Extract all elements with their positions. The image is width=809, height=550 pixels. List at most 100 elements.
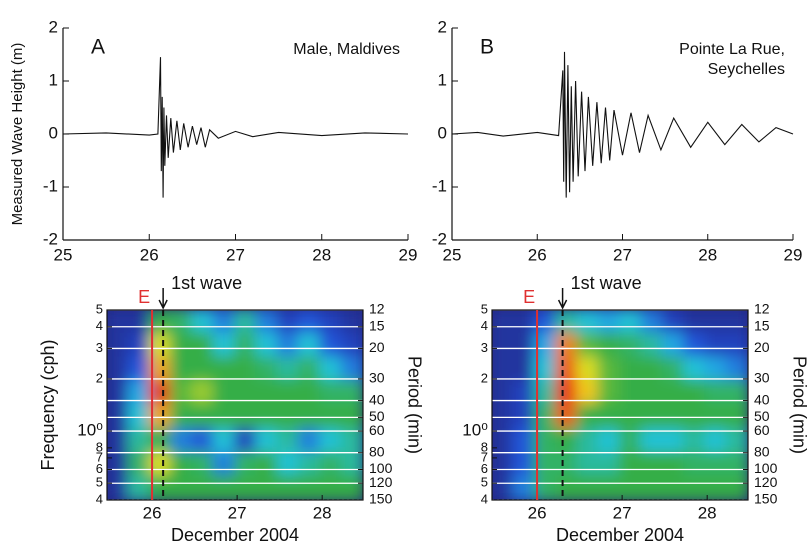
heatmap-cell [234,380,258,406]
heatmap-cell [212,332,236,359]
y2-tick-label: 15 [369,317,385,333]
y-tick-label: -2 [43,229,58,248]
heatmap-cell [597,356,621,383]
x-tick-label: 29 [399,245,418,264]
heatmap-cell [640,380,664,406]
y-tick-label: 5 [481,475,488,490]
heatmap-cell [533,310,557,335]
x-tick-label: 27 [613,245,632,264]
heatmap-cell [276,475,300,500]
y-tick-label: 4 [96,318,103,333]
heatmap-cell [512,332,536,359]
y2-tick-label: 150 [369,491,393,507]
heatmap-cell [704,427,728,454]
heatmap-cell [170,332,194,359]
heatmap-cell [555,427,579,454]
y-tick-label: 10⁰ [77,421,103,440]
heatmap-cell [640,451,664,478]
heatmap-cell [492,310,515,335]
heatmap-cell [191,427,215,454]
heatmap-cell [298,427,322,454]
x-tick-label: 26 [143,503,162,522]
heatmap-cell [512,380,536,406]
heatmap-cell [170,475,194,500]
heatmap-cell [212,451,236,478]
heatmap-cell [127,427,151,454]
heatmap-cell [492,427,515,454]
heatmap-cell [725,356,748,383]
heatmap-cell [127,310,151,335]
y-tick-label: 4 [481,491,488,506]
y2-axis-label: Period (min) [404,356,424,454]
heatmap-cell [212,475,236,500]
panel-title: Pointe La Rue, [679,41,785,58]
x-tick-label: 25 [443,245,462,264]
heatmap-cell [576,475,600,500]
heatmap-cell [533,332,557,359]
heatmap-cell [683,451,707,478]
heatmap-cell [191,310,215,335]
heatmap-cell [683,427,707,454]
heatmap-cell [148,475,172,500]
heatmap-cell [319,427,343,454]
heatmap-cell [319,310,343,335]
y-tick-label: 0 [49,123,58,142]
heatmap-cell [704,451,728,478]
heatmap-cell [127,332,151,359]
heatmap-cell [148,380,172,406]
heatmap-cell [492,475,515,500]
heatmap-cell [619,380,643,406]
heatmap-cell [512,451,536,478]
x-tick-label: 26 [528,503,547,522]
heatmap-cell [533,356,557,383]
heatmap-cell [683,356,707,383]
heatmap-cell [704,310,728,335]
heatmap-cell [276,332,300,359]
heatmap-cell [148,310,172,335]
y2-tick-label: 50 [754,408,770,424]
arrival-arrow [158,288,168,310]
heatmap-cell [319,380,343,406]
y-tick-label: 5 [481,301,488,316]
x-tick-label: 25 [54,245,73,264]
heatmap-cell [340,380,363,406]
x-tick-label: 28 [313,503,332,522]
y-tick-label: 3 [96,340,103,355]
heatmap-cell [683,380,707,406]
heatmap-cell [619,310,643,335]
y-tick-label: 8 [481,439,488,454]
y2-axis-label: Period (min) [789,356,809,454]
heatmap-cell [725,380,748,406]
y-tick-label: 7 [481,449,488,464]
event-label: E [523,287,535,307]
heatmap-cell [619,332,643,359]
heatmap-cell [276,451,300,478]
heatmap-cell [576,427,600,454]
y2-tick-label: 40 [754,391,770,407]
heatmap-cell [127,451,151,478]
heatmap-cell [191,332,215,359]
y-tick-label: 4 [96,491,103,506]
plot-frame [106,309,364,501]
plot-frame [491,309,749,501]
y-tick-label: 2 [438,17,447,36]
y-tick-label: 4 [481,318,488,333]
heatmap [107,310,363,500]
heatmap-cell [555,380,579,406]
heatmap-cell [492,356,515,383]
y2-tick-label: 80 [369,443,385,459]
heatmap-cell [661,427,685,454]
heatmap-cell [512,475,536,500]
heatmap-cell [725,310,748,335]
x-tick-label: 28 [698,503,717,522]
heatmap-cell [255,451,279,478]
heatmap-cell [298,380,322,406]
heatmap-cell [298,475,322,500]
heatmap-cell [704,356,728,383]
x-tick-label: 27 [226,245,245,264]
heatmap-cell [640,310,664,335]
heatmap-cell [340,475,363,500]
heatmap-cell [148,451,172,478]
y-tick-label: 5 [96,301,103,316]
heatmap-cell [107,356,130,383]
